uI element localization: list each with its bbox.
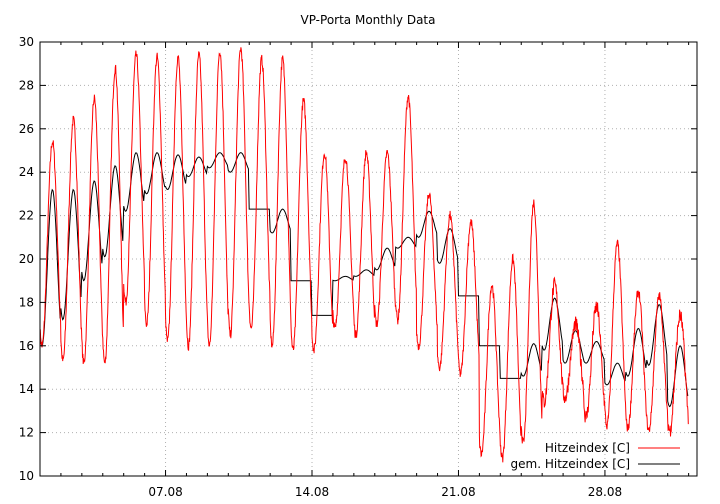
legend-label-hitzeindex: Hitzeindex [C] [545,441,630,455]
legend: Hitzeindex [C] gem. Hitzeindex [C] [511,441,680,471]
series-lines [39,47,689,463]
y-tick-label: 16 [19,339,34,353]
x-tick-label: 14.08 [295,485,329,499]
axis-ticks: 10 12 14 16 18 20 22 24 26 28 30 07.08 14.08 21.08 28.… [19,35,697,499]
y-tick-label: 22 [19,209,34,223]
y-tick-label: 10 [19,469,34,483]
y-tick-label: 20 [19,252,34,266]
legend-label-gem-hitzeindex: gem. Hitzeindex [C] [511,457,630,471]
grid-lines [40,42,697,476]
x-tick-label: 28.08 [588,485,622,499]
y-tick-label: 18 [19,295,34,309]
y-tick-label: 12 [19,426,34,440]
series-line-hitzeindex [39,47,689,463]
y-tick-label: 26 [19,122,34,136]
chart-title: VP-Porta Monthly Data [301,13,436,27]
x-tick-label: 07.08 [148,485,182,499]
y-tick-label: 30 [19,35,34,49]
y-tick-label: 24 [19,165,34,179]
x-tick-label: 21.08 [441,485,475,499]
y-tick-label: 14 [19,382,34,396]
y-tick-label: 28 [19,78,34,92]
